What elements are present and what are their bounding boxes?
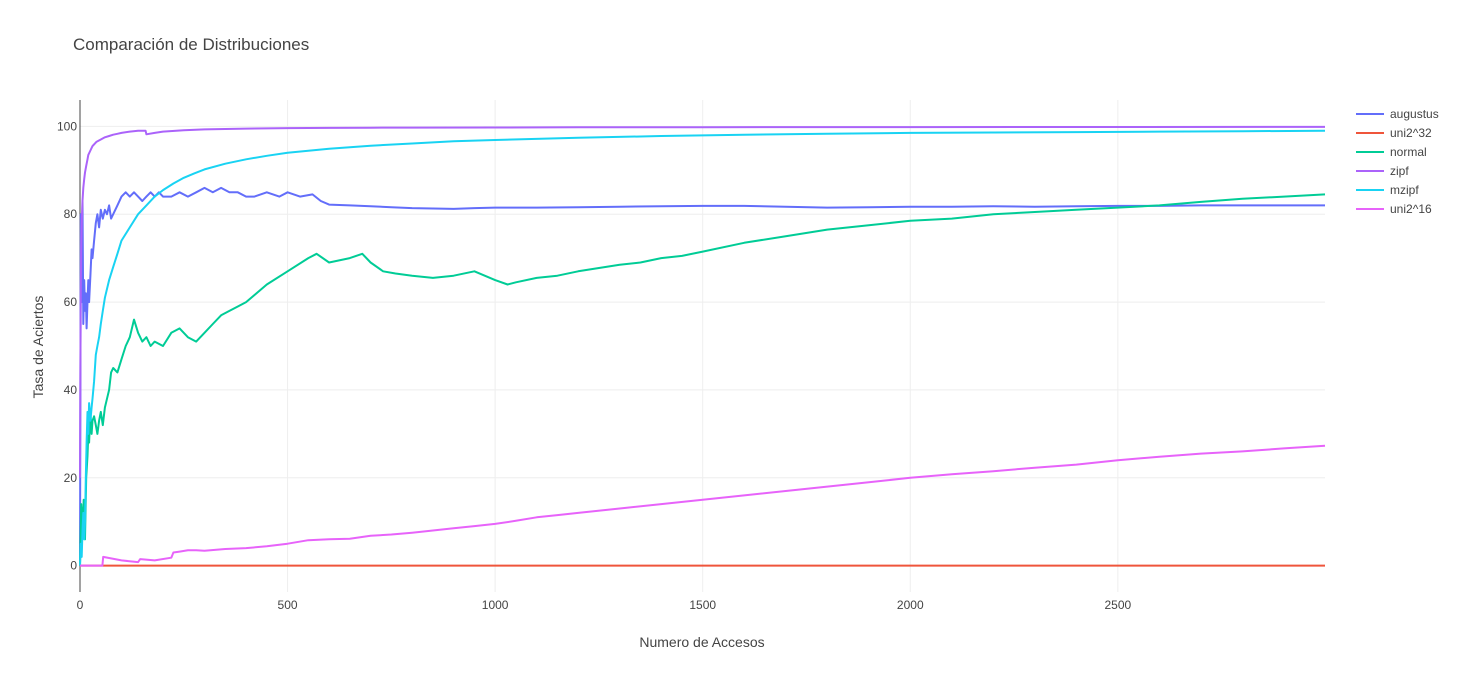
x-tick-label: 1000 — [482, 598, 509, 612]
legend-label-uni2-32[interactable]: uni2^32 — [1390, 126, 1432, 140]
y-tick-label: 100 — [57, 119, 77, 133]
chart-title: Comparación de Distribuciones — [73, 35, 309, 54]
series-line-mzipf — [79, 129, 1326, 566]
x-axis-label: Numero de Accesos — [639, 634, 764, 650]
series-line-zipf — [79, 125, 1326, 478]
series-line-normal — [79, 193, 1326, 566]
grid — [79, 100, 1325, 592]
x-tick-label: 500 — [278, 598, 298, 612]
plot-area — [79, 125, 1326, 567]
x-tick-label: 2500 — [1104, 598, 1131, 612]
x-tick-label: 1500 — [689, 598, 716, 612]
legend-label-augustus[interactable]: augustus — [1390, 107, 1439, 121]
y-tick-label: 80 — [64, 207, 78, 221]
y-tick-label: 20 — [64, 471, 78, 485]
x-tick-label: 2000 — [897, 598, 924, 612]
legend: augustus uni2^32 normal zipf mzipf uni2^16 — [1356, 107, 1439, 216]
legend-label-zipf[interactable]: zipf — [1390, 164, 1409, 178]
x-tick-label: 0 — [77, 598, 84, 612]
legend-label-uni2-16[interactable]: uni2^16 — [1390, 202, 1432, 216]
x-axis-ticks: 0 500 1000 1500 2000 2500 — [77, 598, 1132, 612]
y-tick-label: 0 — [70, 559, 77, 573]
series-line-uni2-16 — [80, 444, 1326, 567]
legend-label-normal[interactable]: normal — [1390, 145, 1427, 159]
y-tick-label: 40 — [64, 383, 78, 397]
y-axis-ticks: 0 20 40 60 80 100 — [57, 119, 77, 572]
y-axis-label: Tasa de Aciertos — [30, 296, 46, 399]
legend-label-mzipf[interactable]: mzipf — [1390, 183, 1419, 197]
series-line-augustus — [79, 186, 1325, 566]
y-tick-label: 60 — [64, 295, 78, 309]
